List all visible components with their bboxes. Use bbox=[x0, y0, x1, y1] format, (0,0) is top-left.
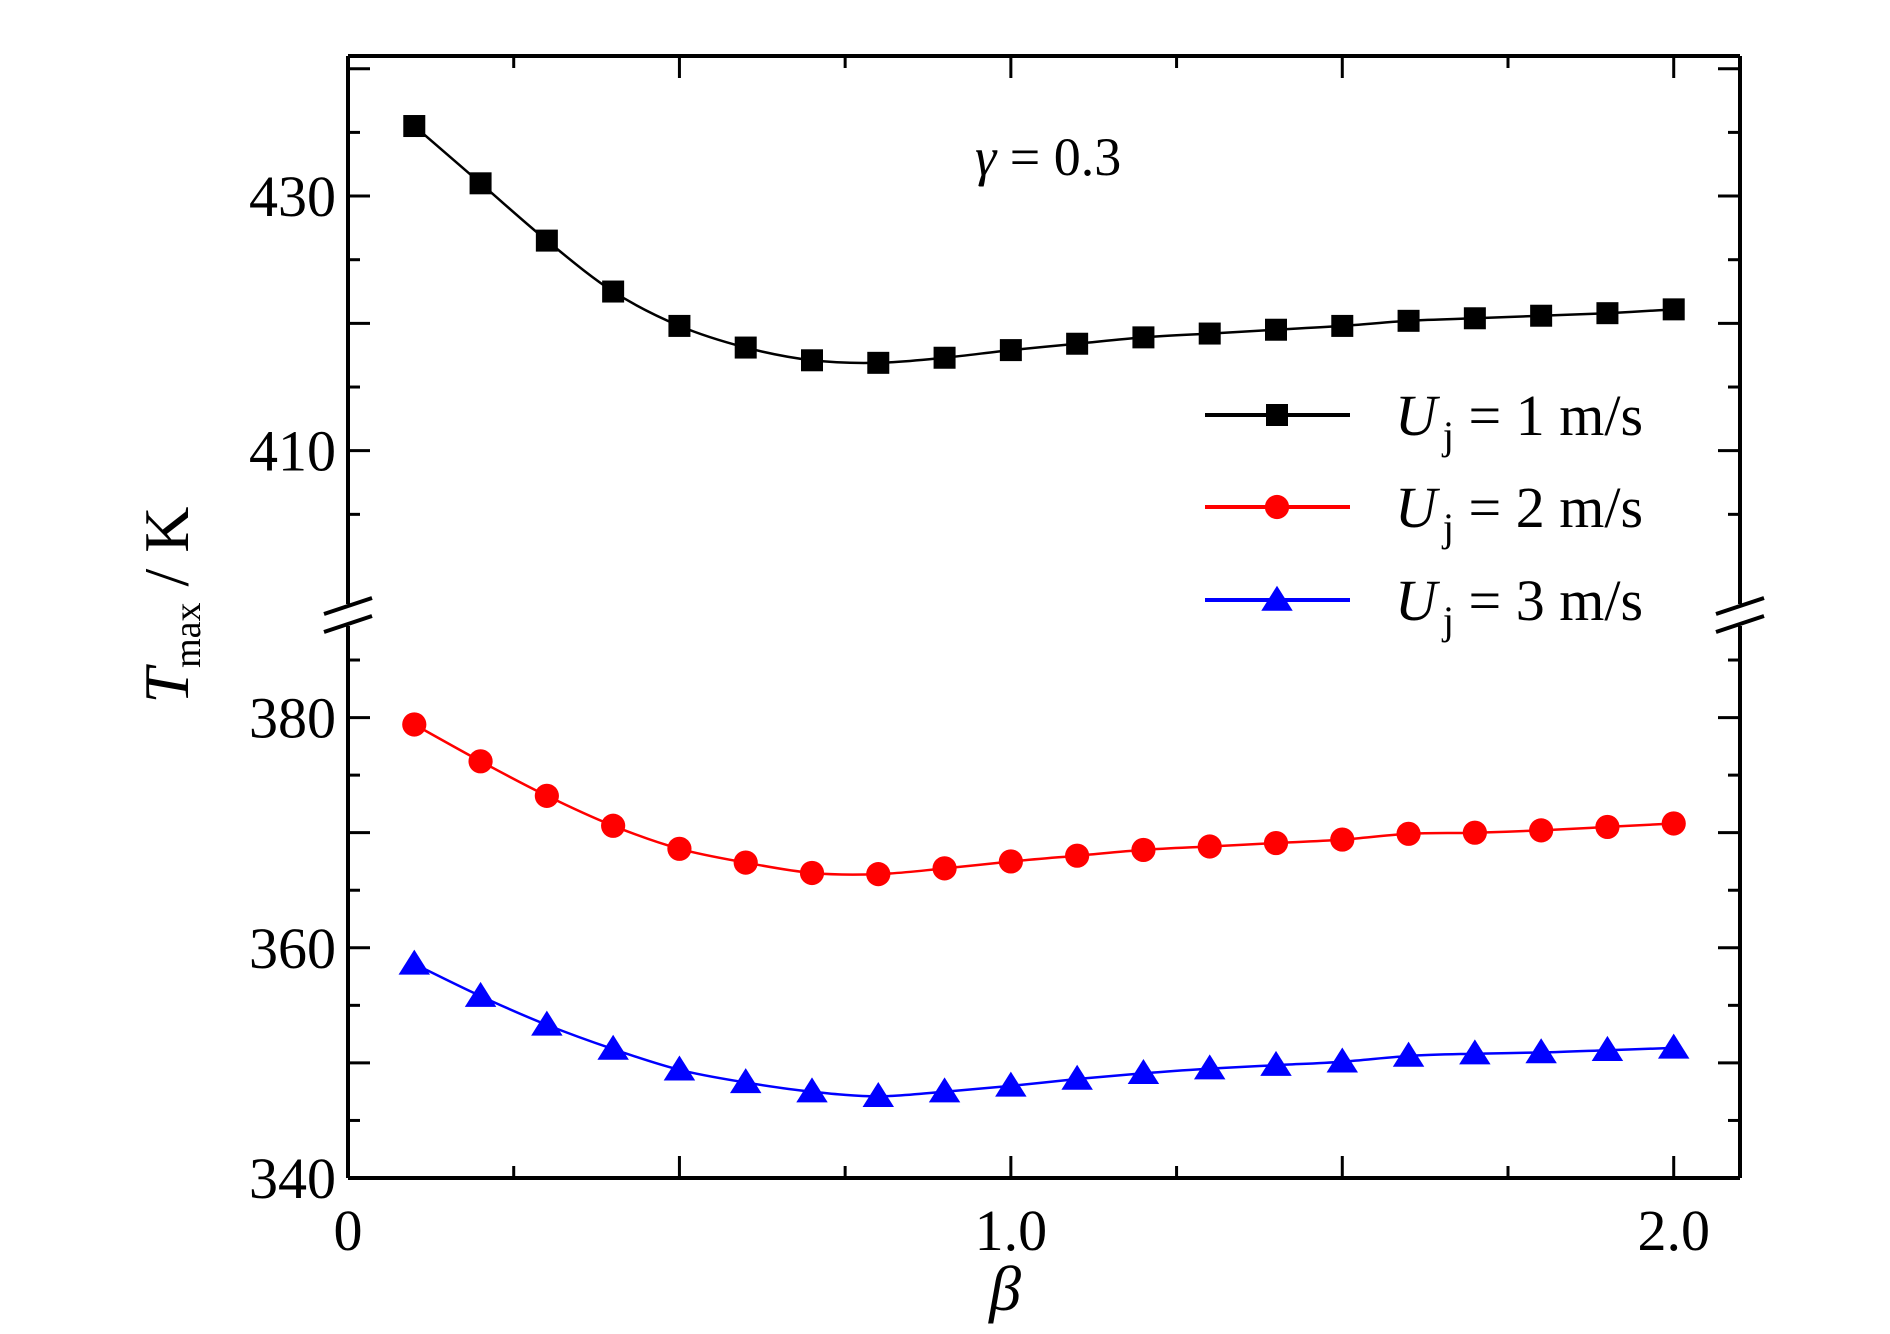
data-point bbox=[1396, 821, 1421, 846]
data-point bbox=[464, 981, 497, 1007]
data-point bbox=[1326, 1047, 1359, 1073]
data-point bbox=[1198, 322, 1221, 345]
data-point bbox=[1397, 309, 1420, 332]
series-line bbox=[413, 962, 1674, 1098]
data-point bbox=[1265, 318, 1287, 341]
data-point bbox=[1066, 332, 1089, 355]
data-point bbox=[535, 229, 558, 252]
data-point bbox=[534, 783, 559, 808]
data-point bbox=[1061, 1064, 1093, 1090]
series-layer bbox=[398, 115, 1690, 1107]
data-point bbox=[668, 314, 691, 337]
gamma-value: = 0.3 bbox=[996, 127, 1121, 187]
data-point bbox=[733, 850, 758, 875]
data-point bbox=[602, 280, 625, 303]
data-point bbox=[597, 1034, 629, 1060]
data-point bbox=[866, 862, 891, 887]
y-axis-symbol: T bbox=[131, 664, 202, 704]
data-point bbox=[1459, 1039, 1491, 1065]
data-point bbox=[799, 860, 825, 886]
data-point bbox=[398, 949, 431, 975]
data-point bbox=[932, 856, 957, 881]
data-point bbox=[867, 351, 890, 374]
data-point bbox=[999, 339, 1022, 362]
data-point bbox=[402, 712, 427, 737]
y-axis-unit: / K bbox=[131, 506, 202, 602]
axis-break-mark-left-1 bbox=[323, 614, 373, 634]
data-point bbox=[1065, 843, 1090, 868]
series-3 bbox=[398, 949, 1690, 1107]
data-point bbox=[1529, 818, 1554, 843]
series-2 bbox=[402, 712, 1686, 887]
data-point bbox=[663, 1055, 696, 1081]
data-point bbox=[601, 813, 626, 838]
data-point bbox=[1197, 834, 1222, 859]
data-point bbox=[1392, 1041, 1425, 1067]
data-point bbox=[1596, 302, 1619, 325]
data-point bbox=[1260, 1050, 1292, 1076]
data-point bbox=[1263, 830, 1289, 856]
axis-break-mark-left-0 bbox=[323, 596, 373, 616]
y-axis-subscript: max bbox=[167, 602, 209, 667]
y-tick-label: 360 bbox=[249, 916, 336, 981]
data-point bbox=[1462, 820, 1487, 845]
data-point bbox=[734, 336, 757, 359]
data-point bbox=[1193, 1054, 1226, 1080]
data-point bbox=[801, 349, 823, 372]
x-tick-label: 2.0 bbox=[1637, 1198, 1710, 1263]
data-point bbox=[1662, 298, 1685, 321]
legend-marker bbox=[1261, 585, 1293, 611]
data-point bbox=[862, 1081, 895, 1107]
data-point bbox=[796, 1077, 828, 1103]
y-axis-title: Tmax / K bbox=[131, 506, 209, 703]
y-tick-label: 380 bbox=[249, 686, 336, 751]
data-point bbox=[1661, 811, 1686, 836]
data-point bbox=[998, 849, 1023, 874]
data-point bbox=[1131, 837, 1156, 863]
data-point bbox=[729, 1068, 762, 1094]
data-point bbox=[1591, 1035, 1624, 1061]
axis-ticks: 410 430 340 360 380 0 1.0 2.0 bbox=[249, 56, 1740, 1263]
gamma-annotation: γ = 0.3 bbox=[975, 127, 1121, 187]
data-point bbox=[667, 836, 692, 861]
data-point bbox=[1525, 1038, 1557, 1064]
data-point bbox=[1127, 1058, 1160, 1084]
data-point bbox=[468, 749, 493, 774]
data-point bbox=[1330, 827, 1355, 852]
y-tick-label: 410 bbox=[249, 419, 336, 484]
y-tick-label: 340 bbox=[249, 1146, 336, 1211]
data-point bbox=[995, 1071, 1027, 1097]
data-point bbox=[403, 115, 426, 138]
x-tick-label: 0 bbox=[334, 1198, 363, 1263]
data-point bbox=[1657, 1033, 1690, 1059]
legend-marker bbox=[1266, 404, 1288, 426]
data-point bbox=[531, 1010, 563, 1036]
legend-marker bbox=[1264, 494, 1290, 520]
axis-break-mark-right-1 bbox=[1715, 614, 1765, 634]
axis-break-mark-right-0 bbox=[1715, 596, 1765, 616]
gamma-symbol: γ bbox=[975, 127, 998, 187]
data-point bbox=[1331, 314, 1354, 337]
data-point bbox=[1595, 814, 1620, 840]
data-point bbox=[928, 1077, 961, 1103]
x-tick-label: 1.0 bbox=[975, 1198, 1048, 1263]
series-line bbox=[413, 723, 1674, 876]
data-point bbox=[1463, 307, 1486, 330]
x-axis-title: β bbox=[987, 1253, 1021, 1324]
data-point bbox=[469, 172, 492, 195]
y-tick-label: 430 bbox=[249, 164, 336, 229]
series-1 bbox=[403, 115, 1685, 374]
data-point bbox=[1132, 326, 1155, 349]
data-point bbox=[933, 346, 956, 369]
data-point bbox=[1530, 304, 1553, 327]
